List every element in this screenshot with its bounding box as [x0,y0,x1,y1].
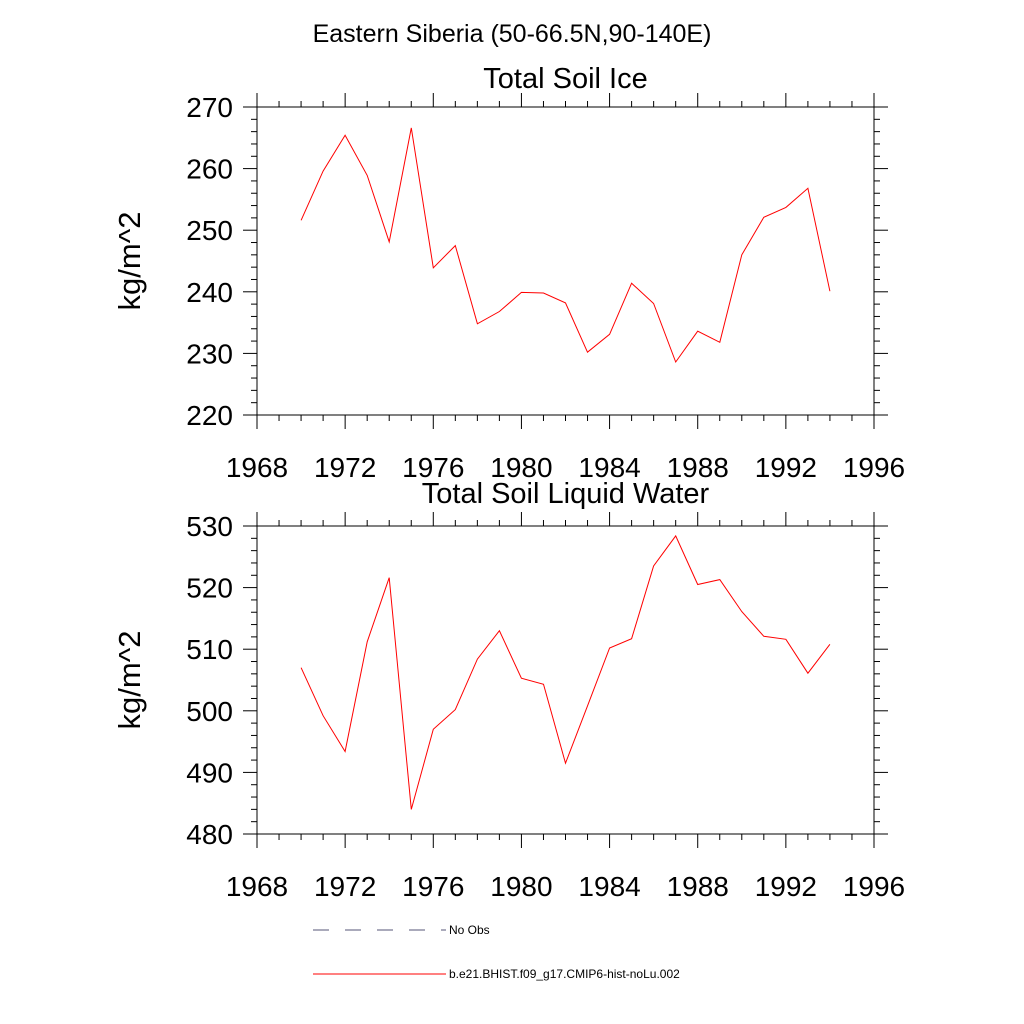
x-tick-label: 1984 [578,871,640,902]
x-tick-label: 1976 [402,871,464,902]
x-tick-label: 1988 [667,871,729,902]
legend-label-model: b.e21.BHIST.f09_g17.CMIP6-hist-noLu.002 [449,967,680,981]
x-tick-label: 1968 [226,452,288,483]
y-axis-label: kg/m^2 [112,631,147,730]
x-tick-label: 1972 [314,871,376,902]
y-tick-label: 500 [186,696,233,727]
y-tick-label: 490 [186,757,233,788]
y-tick-label: 220 [186,400,233,431]
x-tick-label: 1980 [490,452,552,483]
legend-label-no-obs: No Obs [449,923,490,937]
series-line [300,534,831,810]
y-tick-label: 250 [186,215,233,246]
panel-title: Total Soil Liquid Water [422,478,710,510]
x-tick-label: 1976 [402,452,464,483]
legend: No Obs b.e21.BHIST.f09_g17.CMIP6-hist-no… [313,923,680,981]
x-tick-label: 1988 [667,452,729,483]
y-tick-label: 480 [186,819,233,850]
y-tick-label: 530 [186,511,233,542]
x-tick-label: 1996 [843,871,905,902]
x-tick-label: 1996 [843,452,905,483]
y-axis-label: kg/m^2 [112,212,147,311]
plot-frame [256,525,875,835]
series-line [300,127,831,364]
panel-total-soil-liquid-water: Total Soil Liquid Water kg/m^2 480 490 500 51… [112,478,905,902]
x-tick-label: 1980 [490,871,552,902]
y-tick-label: 240 [186,277,233,308]
x-tick-label: 1992 [755,871,817,902]
y-tick-label: 270 [186,92,233,123]
panel-title: Total Soil Ice [483,63,647,95]
figure-title: Eastern Siberia (50-66.5N,90-140E) [313,20,712,48]
x-tick-label: 1984 [578,452,640,483]
y-tick-label: 260 [186,154,233,185]
plot-frame [256,106,875,416]
y-tick-label: 230 [186,338,233,369]
y-tick-label: 510 [186,634,233,665]
y-tick-label: 520 [186,573,233,604]
x-tick-label: 1972 [314,452,376,483]
x-tick-label: 1992 [755,452,817,483]
x-tick-label: 1968 [226,871,288,902]
panel-total-soil-ice: Total Soil Ice kg/m^2 220 230 240 250 260 270 19… [112,63,905,483]
